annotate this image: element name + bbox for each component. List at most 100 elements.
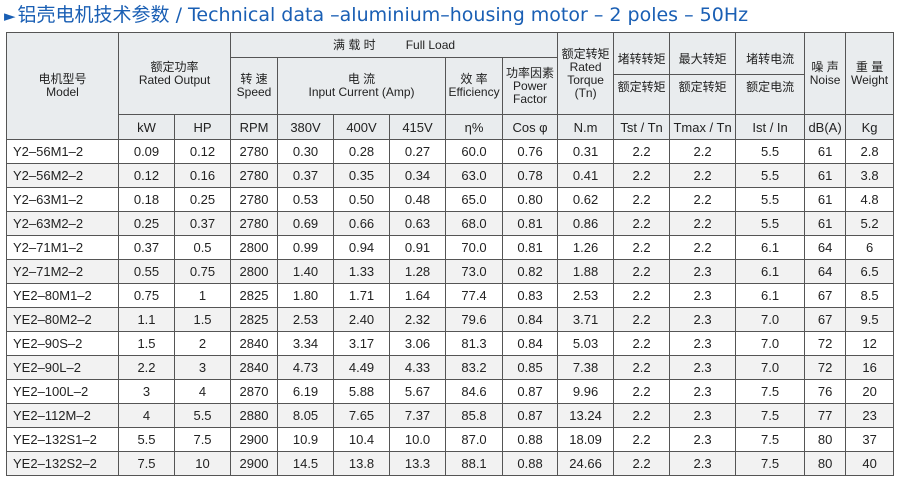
cell-current-415v: 10.0 xyxy=(389,427,447,452)
header-model: 电机型号 Model xyxy=(6,32,119,140)
cell-hp: 1 xyxy=(173,283,232,308)
cell-tmax-tn: 2.2 xyxy=(669,235,737,260)
cell-efficiency: 77.4 xyxy=(445,283,504,308)
header-rated-output: 额定功率 Rated Output xyxy=(117,32,232,115)
cell-torque: 2.53 xyxy=(557,283,615,308)
cell-hp: 0.25 xyxy=(173,187,232,212)
triangle-bullet-icon: ► xyxy=(4,7,16,25)
cell-current-400v: 1.33 xyxy=(333,259,391,284)
cell-torque: 0.41 xyxy=(557,163,615,188)
cell-tst-tn: 2.2 xyxy=(613,283,671,308)
cell-tst-tn: 2.2 xyxy=(613,259,671,284)
table-header: 电机型号 Model 额定功率 Rated Output 满 载 时 Full … xyxy=(6,32,895,140)
cell-current-400v: 0.94 xyxy=(333,235,391,260)
unit-cos-phi: Cos φ xyxy=(502,114,559,140)
cell-efficiency: 79.6 xyxy=(445,307,504,332)
cell-current-400v: 0.66 xyxy=(333,211,391,236)
unit-nm: N.m xyxy=(557,114,615,140)
cell-noise: 61 xyxy=(804,187,847,212)
cell-current-415v: 0.34 xyxy=(389,163,447,188)
cell-power-factor: 0.88 xyxy=(502,427,559,452)
cell-power-factor: 0.80 xyxy=(502,187,559,212)
cell-current-380v: 2.53 xyxy=(277,307,335,332)
cell-torque: 0.86 xyxy=(557,211,615,236)
unit-hp: HP xyxy=(173,114,232,140)
cell-efficiency: 84.6 xyxy=(445,379,504,404)
cell-efficiency: 63.0 xyxy=(445,163,504,188)
header-pf-en2: Factor xyxy=(513,91,548,106)
cell-tst-tn: 2.2 xyxy=(613,379,671,404)
cell-ist-in: 7.0 xyxy=(735,307,806,332)
cell-weight: 4.8 xyxy=(845,187,895,212)
page-title: ► 铝壳电机技术参数 / Technical data –aluminium–ho… xyxy=(4,0,748,30)
cell-efficiency: 65.0 xyxy=(445,187,504,212)
cell-hp: 5.5 xyxy=(173,403,232,428)
cell-torque: 24.66 xyxy=(557,451,615,476)
cell-noise: 61 xyxy=(804,211,847,236)
cell-tmax-tn: 2.3 xyxy=(669,259,737,284)
cell-torque: 3.71 xyxy=(557,307,615,332)
cell-kw: 3 xyxy=(118,379,175,404)
cell-rpm: 2800 xyxy=(230,235,279,260)
table-body: Y2–56M1–2 0.09 0.12 2780 0.30 0.28 0.27 60.0 0.7… xyxy=(6,139,895,476)
cell-kw: 4 xyxy=(118,403,175,428)
cell-power-factor: 0.88 xyxy=(502,451,559,476)
cell-current-380v: 0.30 xyxy=(277,139,335,164)
cell-rpm: 2900 xyxy=(230,451,279,476)
cell-current-400v: 4.49 xyxy=(333,355,391,380)
header-tst: 堵转转矩 额定转矩 xyxy=(613,32,671,115)
cell-noise: 80 xyxy=(804,451,847,476)
header-full-load-cn: 满 载 时 xyxy=(333,37,376,52)
header-tst-cn1: 堵转转矩 xyxy=(617,52,666,66)
cell-current-380v: 0.53 xyxy=(277,187,335,212)
cell-noise: 72 xyxy=(804,355,847,380)
cell-kw: 0.12 xyxy=(118,163,175,188)
cell-power-factor: 0.84 xyxy=(502,331,559,356)
cell-current-380v: 0.37 xyxy=(277,163,335,188)
cell-weight: 9.5 xyxy=(845,307,895,332)
cell-torque: 5.03 xyxy=(557,331,615,356)
cell-kw: 0.37 xyxy=(118,235,175,260)
cell-hp: 0.37 xyxy=(173,211,232,236)
header-tmax-cn2: 额定转矩 xyxy=(670,74,735,94)
header-full-load: 满 载 时 Full Load xyxy=(230,32,559,58)
cell-kw: 0.09 xyxy=(118,139,175,164)
cell-ist-in: 6.1 xyxy=(735,283,806,308)
cell-rpm: 2870 xyxy=(230,379,279,404)
cell-kw: 0.18 xyxy=(118,187,175,212)
table-row: YE2–132S1–2 5.5 7.5 2900 10.9 10.4 10.0 87.0 0.8… xyxy=(6,427,895,452)
cell-ist-in: 7.0 xyxy=(735,331,806,356)
table-row: YE2–112M–2 4 5.5 2880 8.05 7.65 7.37 85.8 0.87 13… xyxy=(6,403,895,428)
cell-hp: 10 xyxy=(173,451,232,476)
cell-efficiency: 70.0 xyxy=(445,235,504,260)
cell-tst-tn: 2.2 xyxy=(613,451,671,476)
cell-weight: 3.8 xyxy=(845,163,895,188)
page-title-text: 铝壳电机技术参数 / Technical data –aluminium–hou… xyxy=(17,4,749,26)
cell-current-380v: 6.19 xyxy=(277,379,335,404)
unit-kw: kW xyxy=(118,114,175,140)
cell-efficiency: 88.1 xyxy=(445,451,504,476)
cell-rpm: 2880 xyxy=(230,403,279,428)
cell-weight: 8.5 xyxy=(845,283,895,308)
cell-model: YE2–100L–2 xyxy=(6,379,119,404)
table-row: YE2–90L–2 2.2 3 2840 4.73 4.49 4.33 83.2 0.85 7.3… xyxy=(6,355,895,380)
table-row: Y2–71M2–2 0.55 0.75 2800 1.40 1.33 1.28 73.0 0.8… xyxy=(6,259,895,284)
technical-data-table: 电机型号 Model 额定功率 Rated Output 满 载 时 Full … xyxy=(6,32,895,476)
cell-ist-in: 7.5 xyxy=(735,403,806,428)
cell-weight: 12 xyxy=(845,331,895,356)
unit-rpm: RPM xyxy=(230,114,279,140)
cell-tst-tn: 2.2 xyxy=(613,211,671,236)
cell-hp: 7.5 xyxy=(173,427,232,452)
cell-efficiency: 60.0 xyxy=(445,139,504,164)
cell-current-400v: 1.71 xyxy=(333,283,391,308)
cell-hp: 0.16 xyxy=(173,163,232,188)
header-speed: 转 速 Speed xyxy=(230,57,279,115)
cell-current-400v: 13.8 xyxy=(333,451,391,476)
cell-noise: 64 xyxy=(804,235,847,260)
header-efficiency: 效 率 Efficiency xyxy=(445,57,504,115)
header-rated-torque: 额定转矩 Rated Torque (Tn) xyxy=(557,32,615,115)
cell-tmax-tn: 2.3 xyxy=(669,427,737,452)
header-weight: 重 量 Weight xyxy=(845,32,895,115)
cell-current-380v: 10.9 xyxy=(277,427,335,452)
